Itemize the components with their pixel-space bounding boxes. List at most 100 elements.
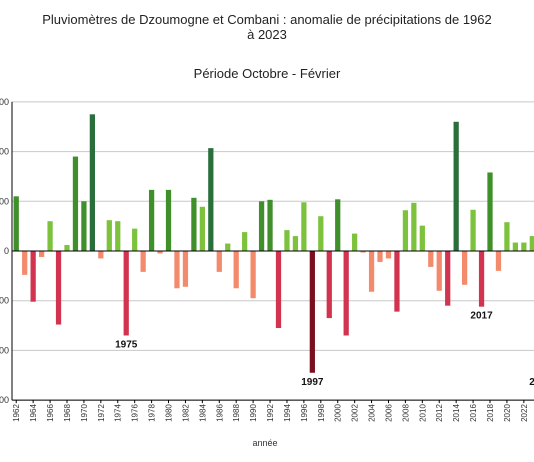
bar-2010 [419, 225, 425, 251]
bar-1993 [275, 251, 282, 329]
bar-1995 [292, 236, 299, 251]
bar-2007 [394, 251, 400, 312]
bar-1988 [233, 251, 239, 289]
x-tick-label: 1964 [29, 404, 38, 422]
x-tick-label: 1996 [300, 404, 309, 422]
bar-1977 [140, 251, 146, 272]
chart-title-line2: à 2023 [247, 27, 287, 42]
x-tick-label: 1974 [114, 404, 123, 422]
bar-1971 [89, 114, 95, 251]
bar-1996 [301, 202, 307, 251]
y-tick-label: 00 [0, 395, 9, 405]
bar-2019 [495, 251, 502, 271]
x-tick-label: 1992 [266, 404, 275, 422]
x-axis-ticks: 1962 1964 1966 1968 1970 1972 1974 1976 1978 1980… [12, 400, 529, 422]
x-tick-label: 2002 [351, 404, 360, 422]
bar-2016 [470, 209, 476, 251]
bar-1981 [174, 251, 180, 289]
bar-1970 [81, 201, 87, 251]
x-tick-label: 1980 [165, 404, 174, 422]
annotation-label: 2 [529, 377, 534, 388]
bar-1994 [284, 230, 290, 251]
bar-2003 [360, 251, 366, 253]
bar-2004 [368, 251, 375, 292]
bar-1990 [250, 251, 256, 299]
x-tick-label: 2008 [401, 404, 410, 422]
bar-2012 [436, 251, 442, 291]
x-tick-label: 1976 [131, 404, 140, 422]
x-tick-label: 1990 [249, 404, 258, 422]
bar-1978 [148, 189, 155, 251]
bar-1969 [72, 156, 79, 251]
x-tick-label: 1978 [148, 404, 157, 422]
bar-2022 [521, 242, 527, 251]
axes [11, 101, 534, 401]
x-tick-label: 1968 [63, 404, 72, 422]
bar-1991 [258, 201, 265, 251]
bar-1980 [165, 189, 172, 251]
bar-1965 [38, 251, 45, 257]
bar-2014 [453, 121, 459, 251]
bar-2017 [478, 251, 485, 307]
bar-2000 [335, 199, 341, 251]
bar-2008 [402, 210, 409, 251]
annotation-label: 1997 [301, 377, 324, 388]
x-tick-label: 2016 [469, 404, 478, 422]
x-tick-label: 1998 [317, 404, 326, 422]
x-tick-label: 2000 [334, 404, 343, 422]
bar-2013 [445, 251, 451, 306]
bar-2006 [385, 251, 392, 259]
x-tick-label: 1982 [181, 404, 190, 422]
bar-2005 [377, 251, 383, 262]
bar-1963 [22, 251, 28, 275]
x-tick-label: 2012 [435, 404, 444, 422]
annotation-label: 1975 [115, 339, 138, 350]
bar-2020 [504, 222, 510, 251]
bar-1973 [106, 220, 112, 251]
bar-1975 [123, 251, 129, 336]
bar-2001 [343, 251, 349, 336]
bar-1967 [55, 251, 62, 325]
x-tick-label: 2010 [418, 404, 427, 422]
x-tick-label: 1986 [215, 404, 224, 422]
x-tick-label: 2018 [486, 404, 495, 422]
chart-subtitle: Période Octobre - Février [193, 66, 341, 81]
bar-1989 [242, 232, 248, 251]
bar-1982 [182, 251, 189, 287]
bar-2011 [428, 251, 434, 267]
bar-1976 [132, 228, 138, 251]
bar-1997 [309, 251, 315, 373]
bar-1964 [30, 251, 36, 302]
x-tick-label: 1966 [46, 404, 55, 422]
x-tick-label: 1970 [80, 404, 89, 422]
y-tick-label: 0 [4, 246, 9, 256]
x-tick-label: 2006 [384, 404, 393, 422]
x-tick-label: 2022 [520, 404, 529, 422]
y-tick-label: 00 [0, 147, 9, 157]
bar-1992 [267, 199, 273, 251]
bar-1987 [225, 243, 231, 251]
annotations: 1975 1997 2017 2 [115, 311, 534, 388]
bar-1979 [157, 251, 163, 254]
x-axis-title: année [252, 438, 277, 448]
bars [13, 114, 534, 373]
x-tick-label: 1972 [97, 404, 106, 422]
chart-title-line1: Pluviomètres de Dzoumogne et Combani : a… [42, 12, 492, 27]
bar-1962 [13, 196, 19, 251]
annotation-label: 2017 [470, 311, 493, 322]
bar-1998 [318, 216, 324, 251]
bar-1983 [191, 197, 197, 251]
bar-1984 [199, 206, 205, 251]
x-tick-label: 2020 [503, 404, 512, 422]
bar-1968 [64, 245, 70, 251]
x-tick-label: 2014 [452, 404, 461, 422]
y-tick-label: 00 [0, 296, 9, 306]
y-tick-label: 00 [0, 345, 9, 355]
bar-1985 [208, 148, 214, 251]
x-tick-label: 1984 [198, 404, 207, 422]
x-tick-label: 2004 [368, 404, 377, 422]
bar-1999 [326, 251, 332, 319]
bar-2009 [411, 202, 417, 251]
